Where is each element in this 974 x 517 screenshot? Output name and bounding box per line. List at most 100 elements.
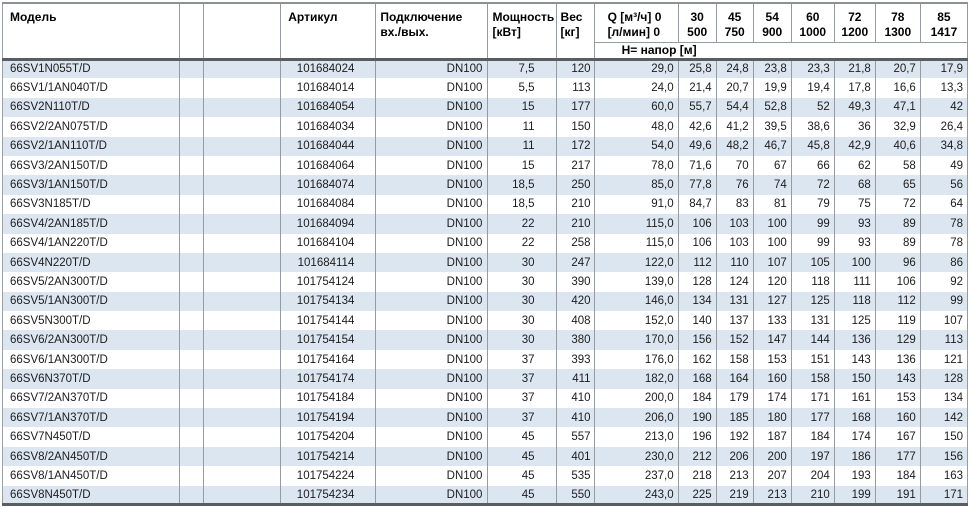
head-value-cell: 191 — [875, 485, 921, 505]
article-cell: 101684104 — [280, 233, 377, 253]
head-value-cell: 17,9 — [920, 59, 969, 79]
model-cell: 66SV3/1AN150T/D — [2, 175, 181, 195]
head-value-cell: 139,0 — [594, 272, 679, 292]
head-value-cell: 124 — [716, 272, 754, 292]
weight-cell: 258 — [556, 233, 595, 253]
spacer-cell — [203, 330, 282, 350]
head-row-label: Н= напор [м] — [594, 42, 969, 61]
power-cell: 30 — [487, 330, 557, 350]
article-cell: 101754124 — [280, 272, 377, 292]
connection-cell: DN100 — [375, 136, 489, 156]
model-cell: 66SV7/2AN370T/D — [2, 388, 181, 409]
power-cell: 37 — [487, 369, 557, 389]
head-value-cell: 42,9 — [834, 136, 876, 156]
head-value-cell: 91,0 — [594, 194, 679, 215]
connection-cell: DN100 — [375, 194, 489, 215]
head-value-cell: 41,2 — [716, 117, 754, 137]
table-row: 66SV8N450T/D 101754234 DN100 45 550 243,0 225 2… — [2, 485, 969, 505]
model-cell: 66SV4/2AN185T/D — [2, 214, 181, 234]
model-cell: 66SV3/2AN150T/D — [2, 155, 181, 176]
model-cell: 66SV8/2AN450T/D — [2, 446, 181, 467]
head-value-cell: 118 — [834, 291, 876, 312]
weight-cell: 410 — [556, 408, 595, 428]
pump-spec-table: Модель Артикул Подключение вх./вых. Мощн… — [2, 2, 969, 507]
head-value-cell: 119 — [875, 311, 921, 331]
head-value-cell: 206 — [716, 446, 754, 467]
model-cell: 66SV7N450T/D — [2, 427, 181, 447]
head-value-cell: 158 — [791, 369, 835, 389]
head-value-cell: 106 — [875, 272, 921, 292]
model-cell: 66SV8/1AN450T/D — [2, 466, 181, 486]
head-value-cell: 21,8 — [834, 59, 876, 79]
spacer-cell — [203, 446, 282, 467]
table-row: 66SV6/2AN300T/D 101754154 DN100 30 380 170,0 1… — [2, 330, 969, 350]
article-cell: 101754224 — [280, 466, 377, 486]
connection-cell: DN100 — [375, 349, 489, 370]
table-row: 66SV2N110T/D 101684054 DN100 15 177 60,0 55,7 5… — [2, 97, 969, 118]
head-value-cell: 75 — [834, 194, 876, 215]
weight-cell: 408 — [556, 311, 595, 331]
connection-cell: DN100 — [375, 408, 489, 428]
head-value-cell: 79 — [791, 194, 835, 215]
head-value-cell: 176,0 — [594, 349, 679, 370]
spacer-cell — [203, 194, 282, 215]
spacer-cell — [203, 369, 282, 389]
weight-cell: 150 — [556, 117, 595, 137]
power-cell: 30 — [487, 272, 557, 292]
spacer-cell — [179, 330, 205, 350]
spacer-cell — [179, 349, 205, 370]
head-value-cell: 134 — [920, 388, 969, 409]
weight-cell: 410 — [556, 388, 595, 409]
table-row: 66SV3N185T/D 101684084 DN100 18,5 210 91,0 84,… — [2, 194, 969, 215]
connection-cell: DN100 — [375, 466, 489, 486]
head-value-cell: 86 — [920, 252, 969, 273]
column-header-flow-85: 85 1417 — [920, 3, 969, 43]
head-value-cell: 107 — [920, 311, 969, 331]
head-value-cell: 99 — [920, 291, 969, 312]
head-value-cell: 207 — [753, 466, 792, 486]
column-header-connection: Подключение вх./вых. — [375, 3, 489, 61]
head-value-cell: 49 — [920, 155, 969, 176]
spacer-cell — [179, 311, 205, 331]
power-cell: 22 — [487, 214, 557, 234]
model-cell: 66SV1/1AN040T/D — [2, 78, 181, 98]
weight-cell: 557 — [556, 427, 595, 447]
head-value-cell: 92 — [920, 272, 969, 292]
head-value-cell: 151 — [791, 349, 835, 370]
power-cell: 5,5 — [487, 78, 557, 98]
head-value-cell: 40,6 — [875, 136, 921, 156]
model-cell: 66SV5/2AN300T/D — [2, 272, 181, 292]
head-value-cell: 70 — [716, 155, 754, 176]
head-value-cell: 106 — [678, 214, 717, 234]
power-label-line2: [кВт] — [492, 25, 521, 39]
head-value-cell: 156 — [920, 446, 969, 467]
head-value-cell: 13,3 — [920, 78, 969, 98]
table-row: 66SV2/2AN075T/D 101684034 DN100 11 150 48,0 42… — [2, 117, 969, 137]
head-value-cell: 143 — [834, 349, 876, 370]
spacer-cell — [179, 446, 205, 467]
model-cell: 66SV4/1AN220T/D — [2, 233, 181, 253]
weight-cell: 177 — [556, 97, 595, 118]
head-value-cell: 23,3 — [791, 59, 835, 79]
power-cell: 37 — [487, 388, 557, 409]
spacer-cell — [203, 233, 282, 253]
head-value-cell: 62 — [834, 155, 876, 176]
table-body: 66SV1N055T/D 101684024 DN100 7,5 120 29,0 25,8… — [2, 59, 969, 505]
spacer-cell — [203, 427, 282, 447]
article-cell: 101684034 — [280, 117, 377, 137]
head-value-cell: 107 — [753, 252, 792, 273]
head-value-cell: 56 — [920, 175, 969, 195]
connection-cell: DN100 — [375, 291, 489, 312]
spacer-cell — [179, 155, 205, 176]
column-header-flow-45: 45 750 — [716, 3, 754, 43]
model-cell: 66SV8N450T/D — [2, 485, 181, 505]
head-value-cell: 118 — [791, 272, 835, 292]
head-value-cell: 99 — [791, 233, 835, 253]
connection-cell: DN100 — [375, 446, 489, 467]
article-cell: 101754214 — [280, 446, 377, 467]
weight-cell: 210 — [556, 214, 595, 234]
head-value-cell: 192 — [716, 427, 754, 447]
article-cell: 101684054 — [280, 97, 377, 118]
spacer-cell — [179, 427, 205, 447]
head-value-cell: 199 — [834, 485, 876, 505]
